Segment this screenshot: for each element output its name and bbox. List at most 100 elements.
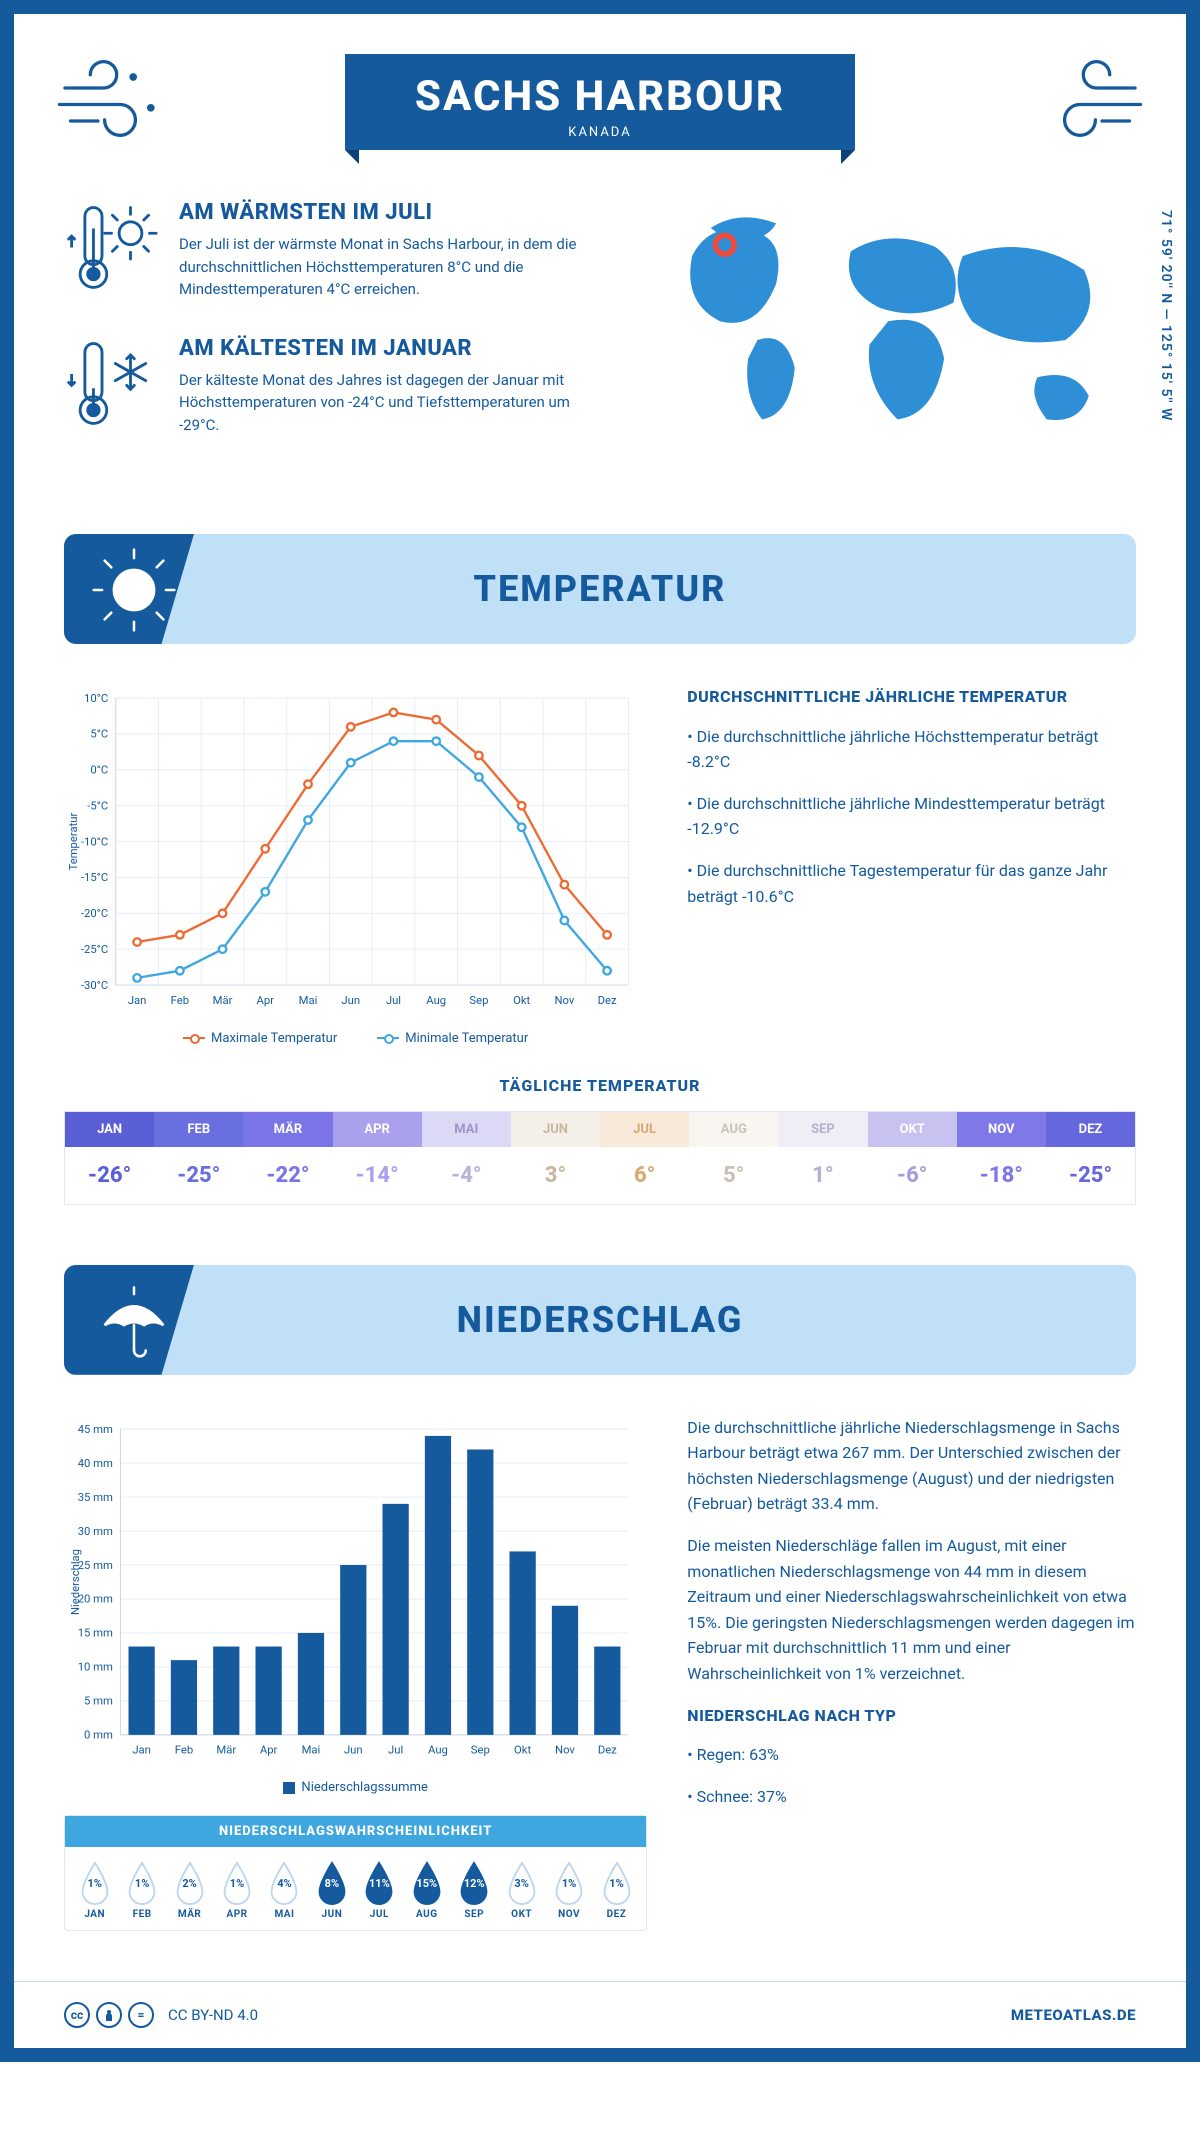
table-cell: FEB-25° <box>154 1112 243 1204</box>
temperature-line-chart: Temperatur-30°C-25°C-20°C-15°C-10°C-5°C0… <box>64 684 647 1023</box>
table-cell: MAI-4° <box>422 1112 511 1204</box>
svg-text:-30°C: -30°C <box>81 979 108 992</box>
table-cell: JUN3° <box>511 1112 600 1204</box>
section-title: TEMPERATUR <box>64 534 1136 644</box>
table-cell: JAN-26° <box>65 1112 154 1204</box>
drop-cell: 1%APR <box>213 1861 260 1920</box>
text-heading: NIEDERSCHLAG NACH TYP <box>687 1703 1136 1729</box>
svg-text:Jul: Jul <box>388 1743 403 1756</box>
sun-icon <box>92 548 176 632</box>
drop-cell: 1%FEB <box>118 1861 165 1920</box>
svg-text:5 mm: 5 mm <box>84 1694 113 1707</box>
svg-text:-20°C: -20°C <box>81 907 108 920</box>
footer: cc = CC BY-ND 4.0 METEOATLAS.DE <box>14 1981 1186 2048</box>
text-bullet: • Die durchschnittliche Tagestemperatur … <box>687 858 1136 909</box>
precipitation-bar-chart: Niederschlag0 mm5 mm10 mm15 mm20 mm25 mm… <box>64 1415 647 1773</box>
svg-text:Nov: Nov <box>554 994 574 1007</box>
page-title: SACHS HARBOUR <box>415 72 785 121</box>
svg-text:35 mm: 35 mm <box>78 1491 113 1504</box>
svg-text:25 mm: 25 mm <box>78 1558 113 1571</box>
text-paragraph: Die meisten Niederschläge fallen im Augu… <box>687 1533 1136 1687</box>
svg-text:Mär: Mär <box>213 994 233 1007</box>
svg-text:Jul: Jul <box>386 994 401 1007</box>
svg-text:Apr: Apr <box>257 994 275 1007</box>
svg-text:5°C: 5°C <box>90 728 108 741</box>
drop-cell: 3%OKT <box>498 1861 545 1920</box>
svg-text:Feb: Feb <box>171 994 189 1007</box>
drop-cell: 4%MAI <box>261 1861 308 1920</box>
fact-title: AM WÄRMSTEN IM JULI <box>179 200 610 225</box>
table-cell: APR-14° <box>333 1112 422 1204</box>
site-name: METEOATLAS.DE <box>1011 2006 1136 2024</box>
svg-text:-15°C: -15°C <box>81 871 108 884</box>
svg-text:Nov: Nov <box>555 1743 575 1756</box>
svg-text:Aug: Aug <box>426 994 446 1007</box>
chart-legend: Maximale Temperatur Minimale Temperatur <box>64 1031 647 1046</box>
world-map <box>640 200 1136 480</box>
fact-coldest: AM KÄLTESTEN IM JANUAR Der kälteste Mona… <box>64 336 610 437</box>
text-paragraph: Die durchschnittliche jährliche Niedersc… <box>687 1415 1136 1517</box>
svg-text:0°C: 0°C <box>90 764 108 777</box>
svg-text:Okt: Okt <box>513 994 530 1007</box>
drop-cell: 8%JUN <box>308 1861 355 1920</box>
table-title: TÄGLICHE TEMPERATUR <box>64 1076 1136 1095</box>
thermometer-sun-icon <box>64 200 159 295</box>
svg-text:10 mm: 10 mm <box>78 1660 113 1673</box>
wind-icon <box>54 54 164 144</box>
svg-text:-5°C: -5°C <box>87 799 108 812</box>
section-banner-temperature: TEMPERATUR <box>64 534 1136 644</box>
svg-text:Dez: Dez <box>598 994 617 1007</box>
precipitation-probability-table: NIEDERSCHLAGSWAHRSCHEINLICHKEIT 1%JAN1%F… <box>64 1815 647 1931</box>
table-cell: JUL6° <box>600 1112 689 1204</box>
drop-cell: 2%MÄR <box>166 1861 213 1920</box>
svg-text:Apr: Apr <box>260 1743 278 1756</box>
by-icon <box>96 2002 122 2028</box>
svg-text:Jan: Jan <box>128 994 147 1007</box>
section-title: NIEDERSCHLAG <box>64 1265 1136 1375</box>
svg-text:40 mm: 40 mm <box>78 1457 113 1470</box>
svg-text:Sep: Sep <box>469 994 488 1007</box>
table-cell: AUG5° <box>689 1112 778 1204</box>
page-subtitle: KANADA <box>415 125 785 140</box>
svg-text:Mai: Mai <box>302 1743 321 1756</box>
chart-legend: Niederschlagssumme <box>64 1780 647 1795</box>
drop-cell: 15%AUG <box>403 1861 450 1920</box>
svg-text:Dez: Dez <box>598 1743 617 1756</box>
drop-cell: 11%JUL <box>356 1861 403 1920</box>
svg-text:Aug: Aug <box>428 1743 448 1756</box>
svg-text:Sep: Sep <box>471 1743 490 1756</box>
svg-text:30 mm: 30 mm <box>78 1524 113 1537</box>
svg-text:10°C: 10°C <box>84 692 108 705</box>
svg-text:-25°C: -25°C <box>81 943 108 956</box>
title-banner: SACHS HARBOUR KANADA <box>345 54 855 150</box>
text-bullet: • Die durchschnittliche jährliche Höchst… <box>687 724 1136 775</box>
text-bullet: • Schnee: 37% <box>687 1784 1136 1810</box>
drop-cell: 1%NOV <box>545 1861 592 1920</box>
nd-icon: = <box>128 2002 154 2028</box>
text-bullet: • Die durchschnittliche jährliche Mindes… <box>687 791 1136 842</box>
svg-text:Okt: Okt <box>514 1743 531 1756</box>
table-cell: OKT-6° <box>868 1112 957 1204</box>
fact-warmest: AM WÄRMSTEN IM JULI Der Juli ist der wär… <box>64 200 610 301</box>
table-cell: NOV-18° <box>957 1112 1046 1204</box>
license-badge: cc = CC BY-ND 4.0 <box>64 2002 258 2028</box>
fact-text: Der kälteste Monat des Jahres ist dagege… <box>179 369 610 437</box>
coordinates: 71° 59' 20'' N — 125° 15' 5'' W <box>1158 210 1174 421</box>
drop-cell: 1%DEZ <box>593 1861 640 1920</box>
svg-text:Jan: Jan <box>132 1743 151 1756</box>
drop-cell: 1%JAN <box>71 1861 118 1920</box>
text-heading: DURCHSCHNITTLICHE JÄHRLICHE TEMPERATUR <box>687 684 1136 710</box>
table-cell: MÄR-22° <box>243 1112 332 1204</box>
umbrella-icon <box>92 1279 176 1363</box>
header: SACHS HARBOUR KANADA <box>64 54 1136 150</box>
table-cell: DEZ-25° <box>1046 1112 1135 1204</box>
cc-icon: cc <box>64 2002 90 2028</box>
svg-text:20 mm: 20 mm <box>78 1592 113 1605</box>
section-banner-precipitation: NIEDERSCHLAG <box>64 1265 1136 1375</box>
svg-text:Jun: Jun <box>344 1743 363 1756</box>
svg-text:Feb: Feb <box>175 1743 193 1756</box>
daily-temperature-table: JAN-26°FEB-25°MÄR-22°APR-14°MAI-4°JUN3°J… <box>64 1111 1136 1205</box>
table-title: NIEDERSCHLAGSWAHRSCHEINLICHKEIT <box>65 1816 646 1847</box>
svg-text:45 mm: 45 mm <box>78 1423 113 1436</box>
svg-text:0 mm: 0 mm <box>84 1728 113 1741</box>
